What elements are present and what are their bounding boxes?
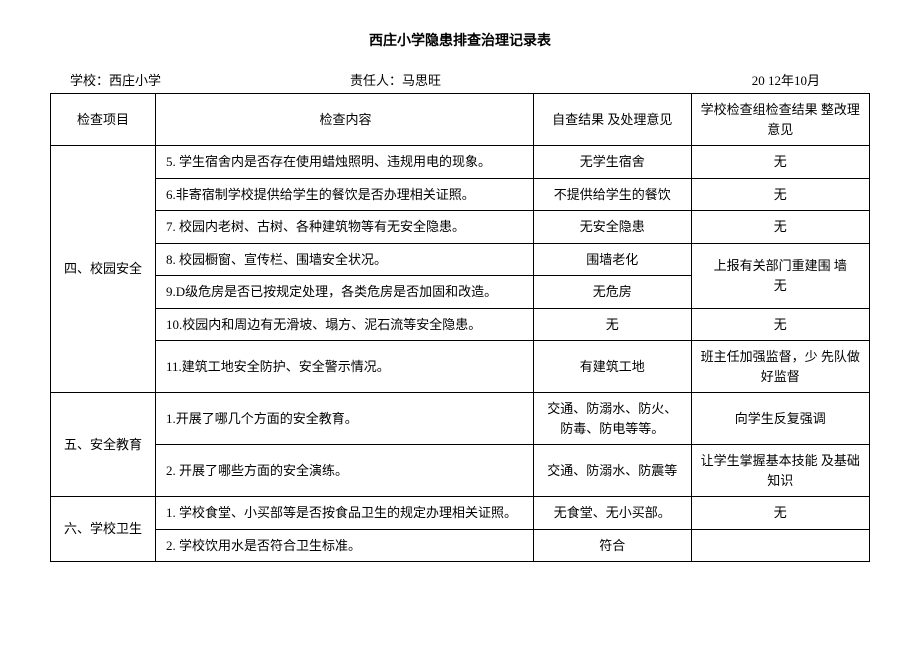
table-row: 六、学校卫生1. 学校食堂、小买部等是否按食品卫生的规定办理相关证照。无食堂、无…	[51, 497, 870, 530]
content-cell: 6.非寄宿制学校提供给学生的餐饮是否办理相关证照。	[156, 178, 534, 211]
opinion-cell: 无	[691, 211, 870, 244]
col-header-opinion: 学校检查组检查结果 整改理意见	[691, 94, 870, 146]
content-cell: 1. 学校食堂、小买部等是否按食品卫生的规定办理相关证照。	[156, 497, 534, 530]
table-row: 8. 校园橱窗、宣传栏、围墙安全状况。围墙老化上报有关部门重建围 墙 无	[51, 243, 870, 276]
person-label: 责任人：	[350, 73, 402, 88]
result-cell: 无食堂、无小买部。	[534, 497, 692, 530]
page-title: 西庄小学隐患排查治理记录表	[50, 30, 870, 50]
result-cell: 交通、防溺水、防火、防毒、防电等等。	[534, 393, 692, 445]
opinion-cell	[691, 529, 870, 562]
result-cell: 符合	[534, 529, 692, 562]
table-row: 四、校园安全5. 学生宿舍内是否存在使用蜡烛照明、违规用电的现象。无学生宿舍无	[51, 146, 870, 179]
col-header-content: 检查内容	[156, 94, 534, 146]
person-name: 马思旺	[402, 73, 441, 88]
content-cell: 8. 校园橱窗、宣传栏、围墙安全状况。	[156, 243, 534, 276]
col-header-result: 自查结果 及处理意见	[534, 94, 692, 146]
table-row: 7. 校园内老树、古树、各种建筑物等有无安全隐患。无安全隐患无	[51, 211, 870, 244]
content-cell: 9.D级危房是否已按规定处理，各类危房是否加固和改造。	[156, 276, 534, 309]
result-cell: 不提供给学生的餐饮	[534, 178, 692, 211]
opinion-cell: 班主任加强监督，少 先队做好监督	[691, 341, 870, 393]
school-name: 西庄小学	[109, 73, 161, 88]
category-cell: 六、学校卫生	[51, 497, 156, 562]
table-header-row: 检查项目 检查内容 自查结果 及处理意见 学校检查组检查结果 整改理意见	[51, 94, 870, 146]
header-date: 20 12年10月	[650, 70, 850, 89]
content-cell: 5. 学生宿舍内是否存在使用蜡烛照明、违规用电的现象。	[156, 146, 534, 179]
table-row: 11.建筑工地安全防护、安全警示情况。有建筑工地班主任加强监督，少 先队做好监督	[51, 341, 870, 393]
result-cell: 无危房	[534, 276, 692, 309]
content-cell: 11.建筑工地安全防护、安全警示情况。	[156, 341, 534, 393]
result-cell: 无安全隐患	[534, 211, 692, 244]
opinion-cell: 无	[691, 497, 870, 530]
opinion-cell: 向学生反复强调	[691, 393, 870, 445]
table-row: 2. 学校饮用水是否符合卫生标准。符合	[51, 529, 870, 562]
table-row: 五、安全教育1.开展了哪几个方面的安全教育。交通、防溺水、防火、防毒、防电等等。…	[51, 393, 870, 445]
opinion-cell: 让学生掌握基本技能 及基础知识	[691, 445, 870, 497]
content-cell: 2. 开展了哪些方面的安全演练。	[156, 445, 534, 497]
content-cell: 10.校园内和周边有无滑坡、塌方、泥石流等安全隐患。	[156, 308, 534, 341]
category-cell: 四、校园安全	[51, 146, 156, 393]
col-header-category: 检查项目	[51, 94, 156, 146]
content-cell: 1.开展了哪几个方面的安全教育。	[156, 393, 534, 445]
school-label: 学校：	[70, 73, 109, 88]
result-cell: 无学生宿舍	[534, 146, 692, 179]
opinion-cell: 无	[691, 178, 870, 211]
header-school: 学校：西庄小学	[70, 70, 350, 89]
opinion-cell: 无	[691, 308, 870, 341]
category-cell: 五、安全教育	[51, 393, 156, 497]
result-cell: 有建筑工地	[534, 341, 692, 393]
result-cell: 交通、防溺水、防震等	[534, 445, 692, 497]
header-row: 学校：西庄小学 责任人：马思旺 20 12年10月	[50, 70, 870, 89]
result-cell: 无	[534, 308, 692, 341]
table-row: 6.非寄宿制学校提供给学生的餐饮是否办理相关证照。不提供给学生的餐饮无	[51, 178, 870, 211]
table-row: 10.校园内和周边有无滑坡、塌方、泥石流等安全隐患。无无	[51, 308, 870, 341]
result-cell: 围墙老化	[534, 243, 692, 276]
content-cell: 2. 学校饮用水是否符合卫生标准。	[156, 529, 534, 562]
opinion-cell: 上报有关部门重建围 墙 无	[691, 243, 870, 308]
table-row: 2. 开展了哪些方面的安全演练。交通、防溺水、防震等让学生掌握基本技能 及基础知…	[51, 445, 870, 497]
inspection-table: 检查项目 检查内容 自查结果 及处理意见 学校检查组检查结果 整改理意见 四、校…	[50, 93, 870, 562]
content-cell: 7. 校园内老树、古树、各种建筑物等有无安全隐患。	[156, 211, 534, 244]
opinion-cell: 无	[691, 146, 870, 179]
header-person: 责任人：马思旺	[350, 70, 650, 89]
